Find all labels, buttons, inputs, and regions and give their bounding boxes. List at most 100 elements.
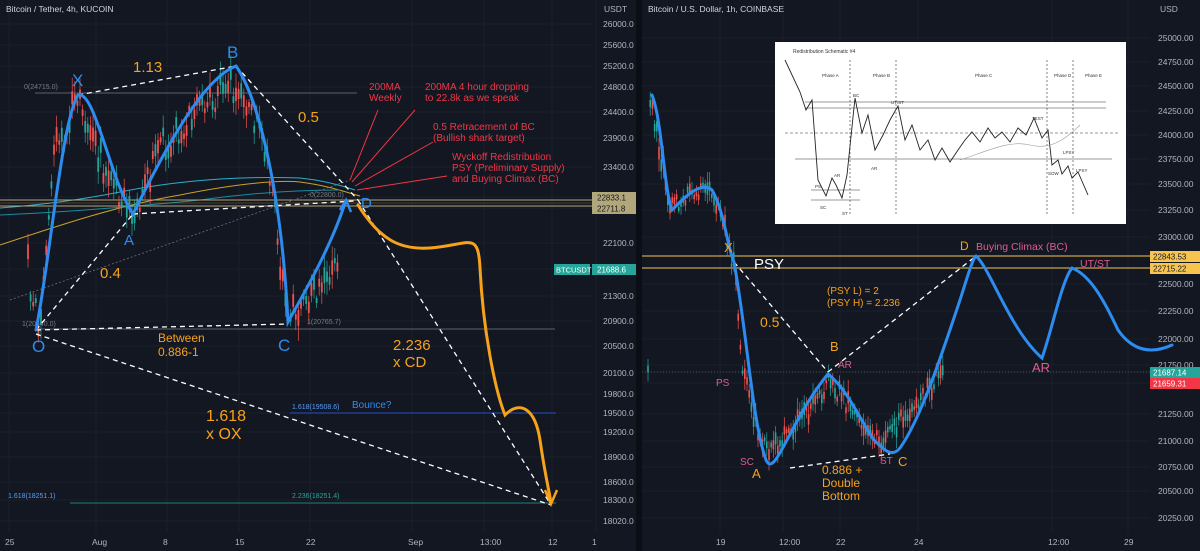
candle-body <box>53 144 55 155</box>
candle-body <box>222 82 224 94</box>
candle-body <box>876 430 878 436</box>
inset-curve <box>959 124 1081 161</box>
candle-body <box>825 380 827 384</box>
candle-body <box>128 195 131 208</box>
candle-body <box>746 377 748 385</box>
candle-body <box>193 109 196 120</box>
candle-body <box>89 125 92 141</box>
candle-body <box>893 418 896 426</box>
candle-body <box>937 371 940 379</box>
right-price-tick: 21750.00 <box>1158 360 1194 370</box>
candle-body <box>32 301 35 307</box>
candle-body <box>313 276 315 290</box>
left-symbol-tag-text: BTCUSDT <box>556 266 592 275</box>
candle-body <box>219 72 222 85</box>
right-price-tick: 24500.00 <box>1158 81 1194 91</box>
right-price-tick: 24250.00 <box>1158 106 1194 116</box>
candle-body <box>783 426 786 435</box>
left-time-tick: 13:00 <box>480 537 502 547</box>
candle-body <box>766 441 768 449</box>
inset-event-label: LPSY <box>1063 150 1075 155</box>
left-price-tick: 20500.0 <box>603 341 634 351</box>
candle-body <box>190 118 193 130</box>
note-bounce: Bounce? <box>352 400 392 411</box>
candle-body <box>671 197 673 203</box>
fib-label-top: 0(24715.0) <box>24 84 58 91</box>
candle-body <box>149 177 152 192</box>
left-time-axis: 25 Aug 8 15 22 Sep 13:00 12 1 <box>5 537 597 547</box>
candle-body <box>678 207 680 212</box>
candle-body <box>99 138 102 153</box>
candle-body <box>175 117 178 129</box>
right-price-tick: 23750.00 <box>1158 154 1194 164</box>
fib-label-low-left: 1(20540.0) <box>22 321 56 328</box>
candle-body <box>779 440 781 447</box>
candle-body <box>711 194 713 198</box>
right-price-tick: 20500.00 <box>1158 486 1194 496</box>
right-level-tag-2 <box>1150 263 1200 274</box>
candle-body <box>146 167 149 175</box>
candle-body <box>144 174 146 190</box>
candle-body <box>201 95 204 106</box>
candle-body <box>818 390 821 395</box>
candle-body <box>94 130 97 146</box>
candle-body <box>29 294 32 302</box>
candle-body <box>882 437 885 448</box>
fib-label-d: 0(22800.0) <box>310 192 344 199</box>
candle-body <box>785 429 788 434</box>
inset-event-label: AR <box>871 166 878 171</box>
candle-body <box>684 200 687 206</box>
candle-body <box>138 207 141 212</box>
candle-body <box>895 427 898 438</box>
candle-body <box>788 427 790 433</box>
right-price-tick: 23250.00 <box>1158 205 1194 215</box>
candle-body <box>796 409 799 422</box>
candle-body <box>125 203 128 218</box>
point-c: C <box>278 336 290 355</box>
candle-body <box>854 410 856 415</box>
right-time-axis: 19 12:00 22 24 12:00 29 <box>716 537 1134 547</box>
candle-body <box>102 172 105 184</box>
candle-body <box>232 96 235 104</box>
inset-phase-label: Phase D <box>1054 73 1072 78</box>
left-time-tick: 1 <box>592 537 597 547</box>
candle-body <box>97 157 100 172</box>
inset-event-label: TEST <box>1032 116 1044 121</box>
candle-body <box>120 201 123 207</box>
candle-body <box>869 425 871 435</box>
inset-phase-label: Phase C <box>975 73 993 78</box>
right-price-tag <box>1150 367 1200 378</box>
left-time-tick: Sep <box>408 537 423 547</box>
candle-body <box>123 187 126 196</box>
candle-body <box>862 424 865 436</box>
right-price-tick: 25000.00 <box>1158 33 1194 43</box>
inset-phases: Phase A Phase B Phase C Phase D Phase E <box>822 73 1102 78</box>
left-price-tick: 19500.0 <box>603 408 634 418</box>
candle-body <box>695 192 698 197</box>
candle-body <box>47 215 50 220</box>
panel-divider <box>636 0 642 551</box>
right-level-tag-1 <box>1150 251 1200 262</box>
candle-body <box>911 403 913 413</box>
left-chart-panel: Bitcoin / Tether, 4h, KUCOIN USDT 0(2471… <box>0 4 636 547</box>
right-label-st: ST <box>880 456 893 467</box>
right-dashed-lines <box>733 255 977 469</box>
candle-body <box>180 130 183 144</box>
candle-body <box>931 387 933 400</box>
ratio-xb: 1.13 <box>133 59 162 76</box>
candle-body <box>865 426 867 435</box>
candle-body <box>58 140 61 145</box>
candle-body <box>737 313 739 321</box>
point-o: O <box>32 337 45 356</box>
right-label-double: 0.886 + Double Bottom <box>822 463 862 503</box>
candle-body <box>900 409 902 417</box>
left-price-tick: 25200.0 <box>603 61 634 71</box>
candle-body <box>336 262 339 272</box>
candle-body <box>814 395 816 405</box>
candle-body <box>772 440 775 450</box>
candle-body <box>770 442 772 448</box>
candle-body <box>170 145 172 157</box>
point-d: D <box>361 195 372 212</box>
candle-body <box>915 396 918 409</box>
